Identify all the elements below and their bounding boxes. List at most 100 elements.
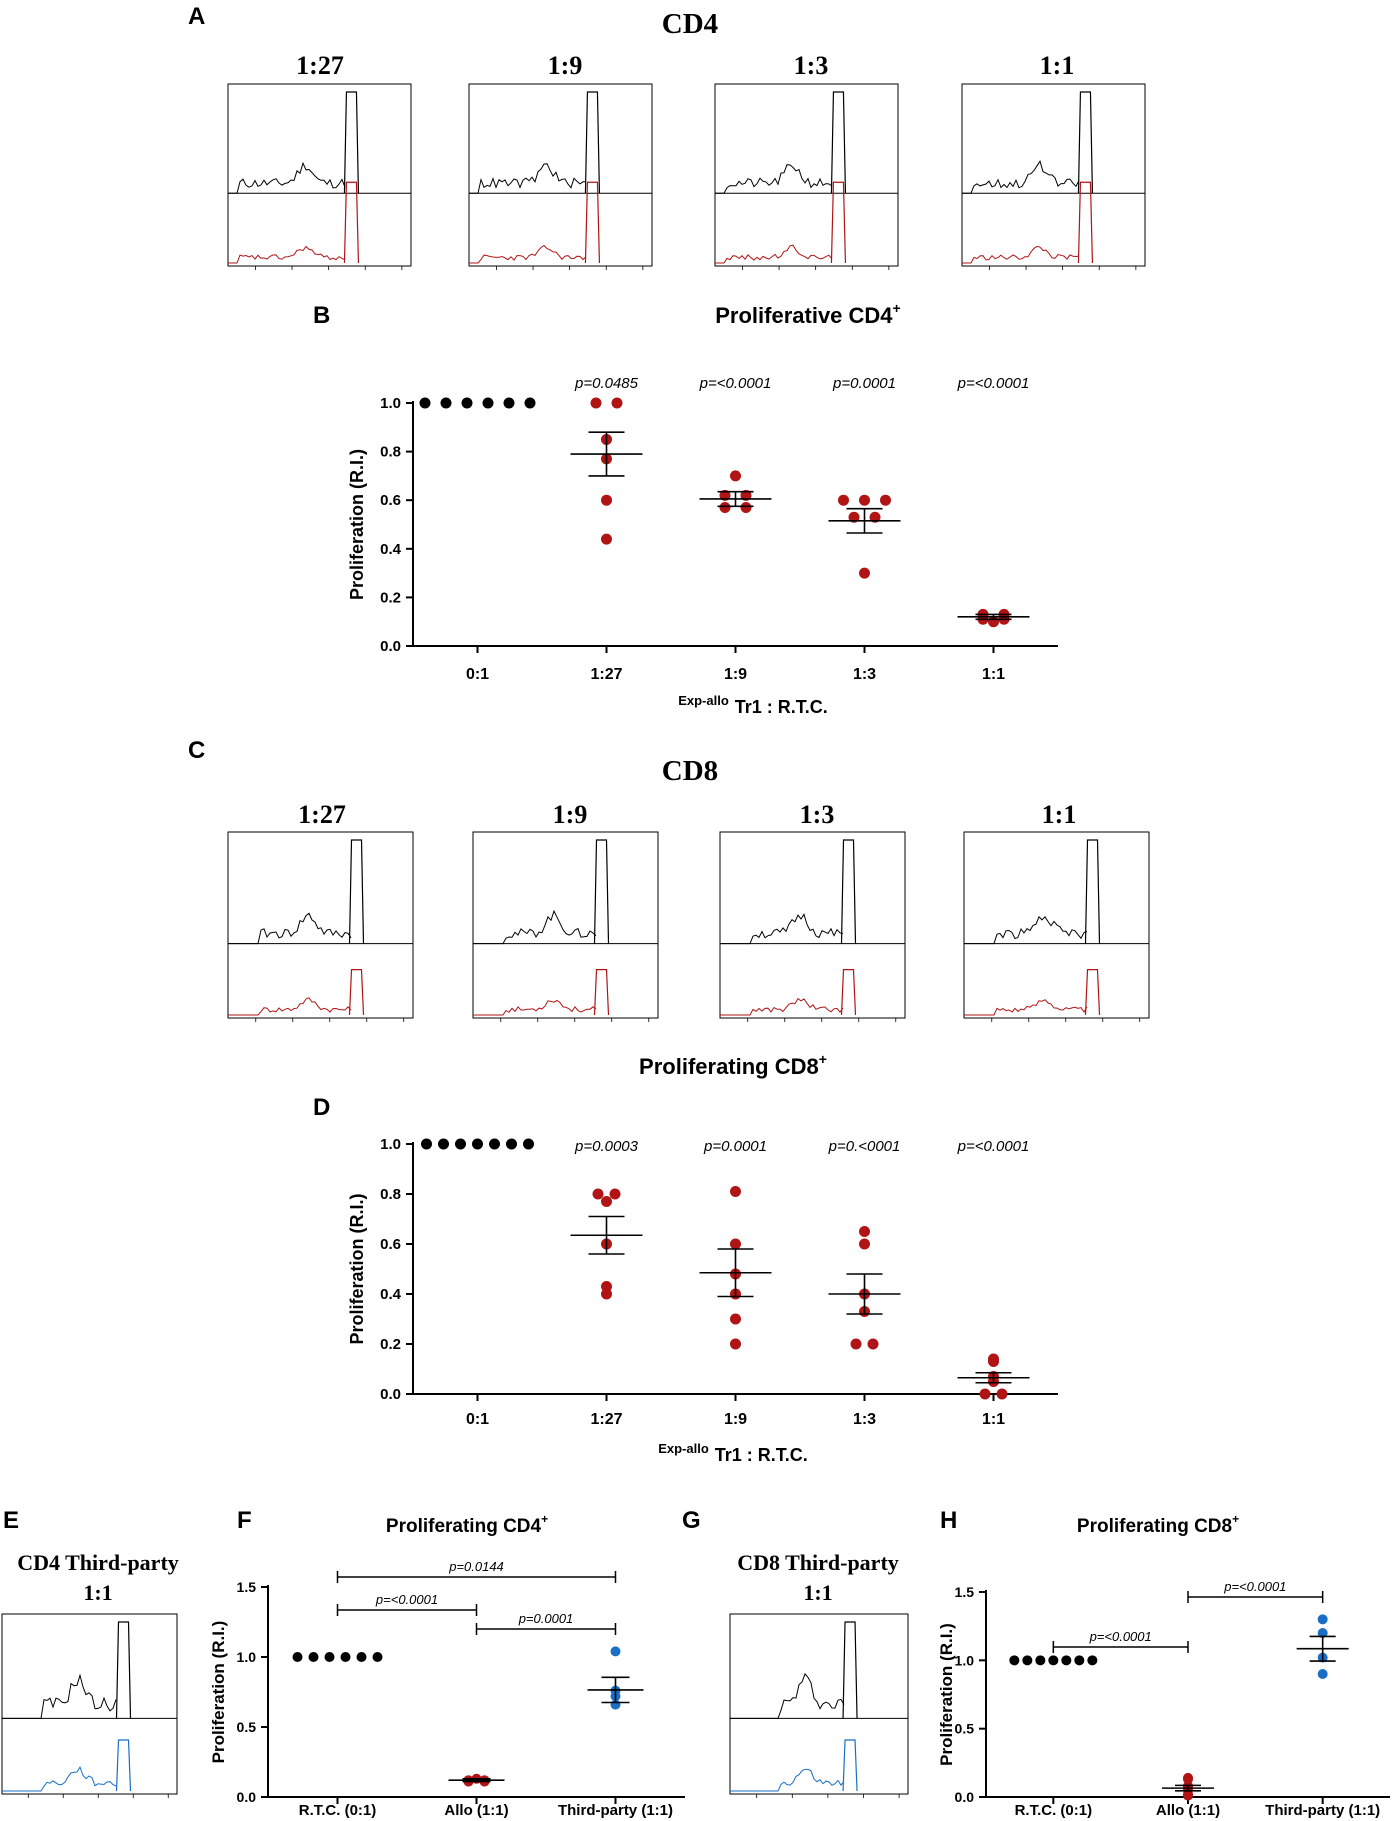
data-point — [1048, 1655, 1059, 1666]
control-peak — [593, 839, 610, 944]
sample-peak — [343, 181, 360, 264]
sample-trace — [964, 999, 1088, 1016]
histogram-label: 1:9 — [548, 51, 583, 80]
y-tick-label: 0.0 — [380, 638, 401, 655]
y-tick-label: 0.0 — [955, 1789, 975, 1805]
data-point — [988, 1356, 999, 1367]
y-tick-label: 0.8 — [380, 444, 401, 461]
control-peak — [1084, 839, 1101, 944]
data-point — [601, 494, 612, 506]
y-axis-label: Proliferation (R.I.) — [937, 1623, 956, 1766]
y-axis-label: Proliferation (R.I.) — [209, 1621, 228, 1764]
histogram-frame — [1, 1613, 178, 1795]
data-point — [1009, 1655, 1020, 1666]
data-point — [740, 489, 752, 501]
panel-letter-g: G — [682, 1507, 701, 1534]
y-tick-label: 1.5 — [955, 1584, 975, 1600]
data-point — [719, 501, 731, 513]
x-tick-label: 1:27 — [590, 1411, 622, 1428]
data-point — [506, 1138, 517, 1150]
comparison-p-value: p=0.0144 — [448, 1559, 504, 1574]
data-point — [503, 397, 515, 409]
y-tick-label: 0.2 — [380, 1336, 401, 1353]
histogram-frame — [961, 83, 1146, 267]
x-tick-label: R.T.C. (0:1) — [299, 1802, 377, 1819]
panel-d-chart: 0.0 0.2 0.4 0.6 0.8 1.0 Proliferation (R.I.) 0:… — [347, 1136, 1058, 1428]
histogram-frame — [472, 831, 659, 1019]
histogram-frame — [729, 1613, 909, 1795]
panel-letter-b: B — [313, 302, 330, 329]
data-point — [859, 1226, 870, 1237]
data-point — [848, 511, 860, 523]
x-tick-label: Allo (1:1) — [444, 1802, 508, 1819]
data-point — [730, 1338, 741, 1350]
data-point — [1022, 1655, 1033, 1666]
y-tick-label: 1.0 — [380, 1136, 401, 1153]
y-tick-label: 0.0 — [380, 1386, 401, 1403]
sample-peak — [593, 969, 610, 1016]
data-point — [372, 1652, 383, 1662]
histogram-label: 1:27 — [298, 800, 346, 829]
panel-letter-c: C — [188, 737, 205, 764]
panel-c-histograms — [227, 831, 1150, 1022]
sample-trace — [473, 999, 597, 1016]
control-trace — [228, 161, 346, 194]
data-point — [590, 397, 602, 409]
histogram-frame — [963, 831, 1150, 1019]
histogram-frame — [227, 831, 414, 1019]
panel-e-subtitle: 1:1 — [83, 1580, 112, 1605]
panel-c-title: CD8 — [662, 755, 718, 787]
panel-b-chart: 0.0 0.2 0.4 0.6 0.8 1.0 Proliferation (R.I.) 0:… — [347, 375, 1058, 683]
control-trace — [720, 913, 844, 945]
histogram-label: 1:27 — [296, 51, 344, 80]
panel-letter-h: H — [940, 1507, 957, 1534]
control-peak — [348, 839, 365, 944]
control-trace — [730, 1672, 845, 1719]
data-point — [523, 1138, 534, 1150]
data-point — [461, 397, 473, 409]
p-value-label: p=<0.0001 — [699, 375, 772, 392]
panel-b-xlabel: Exp-allo Tr1 : R.T.C. — [678, 693, 828, 717]
data-point — [1183, 1774, 1193, 1785]
x-tick-label: 1:27 — [590, 666, 622, 683]
p-value-label: p=0.<0001 — [828, 1138, 901, 1155]
data-point — [730, 470, 741, 482]
y-tick-label: 1.0 — [380, 395, 401, 412]
y-tick-label: 0.6 — [380, 492, 401, 509]
histogram-label: 1:3 — [800, 800, 835, 829]
x-tick-label: 1:1 — [982, 666, 1005, 683]
data-point — [867, 1338, 879, 1350]
sample-peak — [584, 181, 601, 264]
data-point — [1317, 1628, 1328, 1638]
control-peak — [115, 1621, 132, 1719]
data-point — [880, 494, 891, 506]
panel-f-chart: 0.0 0.5 1.0 1.5 Proliferation (R.I.) R.T.C. (… — [209, 1559, 685, 1819]
sample-trace — [715, 244, 833, 264]
panel-g-title: CD8 Third-party — [737, 1550, 899, 1575]
data-point — [292, 1652, 303, 1662]
sample-peak — [115, 1739, 132, 1792]
sample-trace — [720, 997, 844, 1016]
sample-trace — [228, 245, 346, 264]
panel-e-title: CD4 Third-party — [17, 1550, 179, 1575]
control-trace — [964, 915, 1088, 945]
histogram-label: 1:3 — [794, 51, 829, 80]
y-tick-label: 0.6 — [380, 1236, 401, 1253]
comparison-p-value: p=<0.0001 — [1089, 1629, 1152, 1644]
data-point — [859, 567, 870, 579]
y-axis-label: Proliferation (R.I.) — [347, 1193, 367, 1344]
control-trace — [962, 160, 1080, 194]
p-value-label: p=0.0485 — [574, 375, 639, 392]
x-tick-label: 1:3 — [853, 1411, 876, 1428]
control-trace — [469, 163, 587, 194]
y-tick-label: 0.0 — [237, 1789, 257, 1805]
control-trace — [715, 164, 833, 194]
y-tick-label: 1.5 — [237, 1579, 257, 1595]
data-point — [438, 1138, 449, 1150]
control-trace — [228, 912, 352, 945]
control-trace — [473, 909, 597, 945]
sample-peak — [1084, 969, 1101, 1016]
data-point — [524, 397, 536, 409]
x-tick-label: Third-party (1:1) — [558, 1802, 673, 1819]
x-tick-label: 1:9 — [724, 1411, 747, 1428]
